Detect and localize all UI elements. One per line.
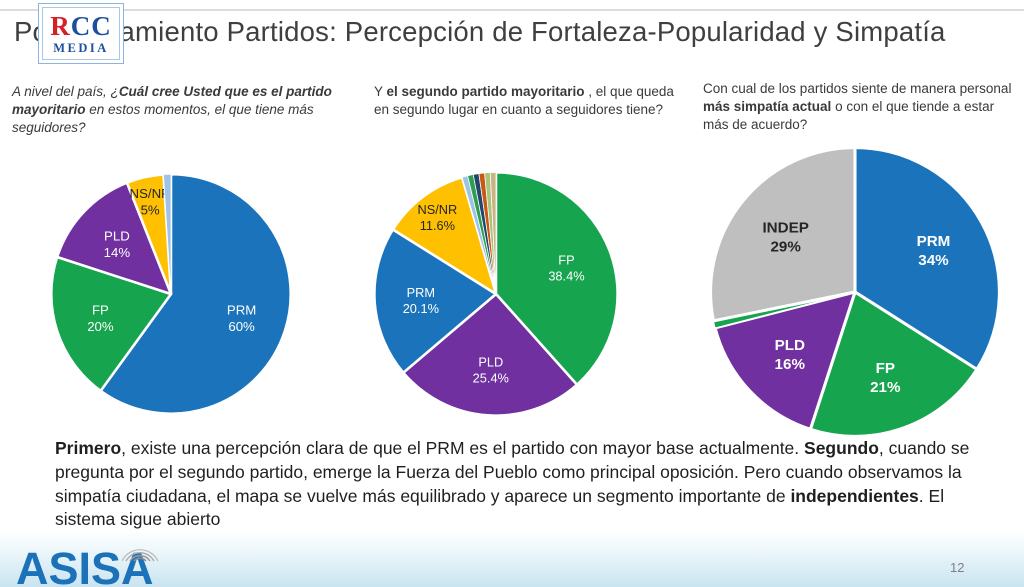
pie-slice-prm bbox=[99, 173, 292, 415]
pie-chart-simpatia: PRM 34% FP 21% PLD 16% INDEP 29% bbox=[709, 146, 1001, 438]
pie-label-pld: PLD 16% bbox=[775, 337, 806, 373]
pie-slice-pld bbox=[402, 292, 579, 417]
rcc-media-logo: RCC MEDIA bbox=[38, 3, 124, 64]
pie-label-pld: PLD 25.4% bbox=[473, 355, 509, 386]
pie-slice-pld bbox=[713, 290, 857, 431]
text-run: en estos momentos, el que tiene más segu… bbox=[12, 101, 314, 135]
top-divider-line bbox=[0, 9, 1024, 11]
question-segundo-partido: Y el segundo partido mayoritario , el qu… bbox=[374, 83, 676, 119]
bold-text-run: Cuál cree Usted que es el partido mayori… bbox=[12, 84, 332, 117]
bold-text-run: Segundo bbox=[804, 438, 879, 458]
rcc-logo-media-text: MEDIA bbox=[53, 40, 109, 55]
pie-slice-pld bbox=[55, 181, 173, 296]
summary-paragraph: Primero, existe una percepción clara de … bbox=[55, 437, 983, 532]
pie-label-pld: PLD 14% bbox=[104, 229, 131, 261]
pie-chart-segundo-partido: FP 38.4% PLD 25.4% PRM 20.1% NS/NR 11.6% bbox=[373, 171, 619, 417]
question-partido-mayoritario: A nivel del país, ¿Cuál cree Usted que e… bbox=[12, 83, 334, 136]
pie-label-prm: PRM 34% bbox=[917, 233, 951, 269]
pie-label-prm: PRM 20.1% bbox=[403, 285, 439, 316]
pie-slice-fp bbox=[808, 290, 979, 438]
text-run: o con el que tiende a estar más de acuer… bbox=[703, 98, 995, 132]
question-simpatia: Con cual de los partidos siente de maner… bbox=[703, 80, 1021, 133]
pie-chart-partido-mayoritario: PRM 60% FP 20% PLD 14% NS/NR 5% bbox=[50, 173, 292, 415]
text-run: , existe una percepción clara de que el … bbox=[121, 438, 805, 458]
pie-label-fp: FP 20% bbox=[87, 302, 114, 334]
pie-slice-indep bbox=[709, 146, 857, 323]
bold-text-run: Primero bbox=[55, 438, 122, 458]
slide-title: Posicionamiento Partidos: Percepción de … bbox=[14, 16, 946, 47]
bold-text-run: independientes bbox=[790, 485, 919, 506]
footer-gradient-band bbox=[0, 530, 1024, 587]
pie-label-fp: FP 21% bbox=[870, 360, 901, 396]
rcc-logo-text: RCC bbox=[50, 10, 112, 41]
text-run: Y bbox=[374, 84, 387, 99]
pie-slice-fp bbox=[50, 255, 173, 393]
text-run: , el que queda en segundo lugar en cuant… bbox=[374, 84, 674, 117]
text-run: , cuando se pregunta por el segundo part… bbox=[55, 438, 970, 506]
text-run: . El sistema sigue abierto bbox=[55, 485, 945, 530]
pie-label-indep: INDEP 29% bbox=[762, 219, 808, 255]
asisa-logo: ASISA bbox=[16, 543, 154, 587]
pie-label-nsnr: NS/NR 5% bbox=[130, 186, 171, 218]
pie-slice-other bbox=[163, 173, 172, 295]
text-run: Con cual de los partidos siente de maner… bbox=[703, 81, 1012, 96]
bold-text-run: el segundo partido mayoritario bbox=[386, 84, 585, 99]
pie-slice-fp bbox=[494, 171, 619, 386]
pie-label-fp: FP 38.4% bbox=[548, 253, 584, 284]
pie-label-nsnr: NS/NR 11.6% bbox=[417, 202, 457, 233]
pie-slice-prm bbox=[373, 228, 498, 374]
pie-slice-other bbox=[489, 172, 497, 295]
page-number: 12 bbox=[950, 560, 965, 575]
bold-text-run: más simpatía actual bbox=[703, 98, 832, 114]
asisa-signal-arcs-icon bbox=[121, 549, 159, 562]
pie-label-prm: PRM 60% bbox=[227, 302, 256, 334]
text-run: A nivel del país, ¿ bbox=[12, 84, 119, 99]
